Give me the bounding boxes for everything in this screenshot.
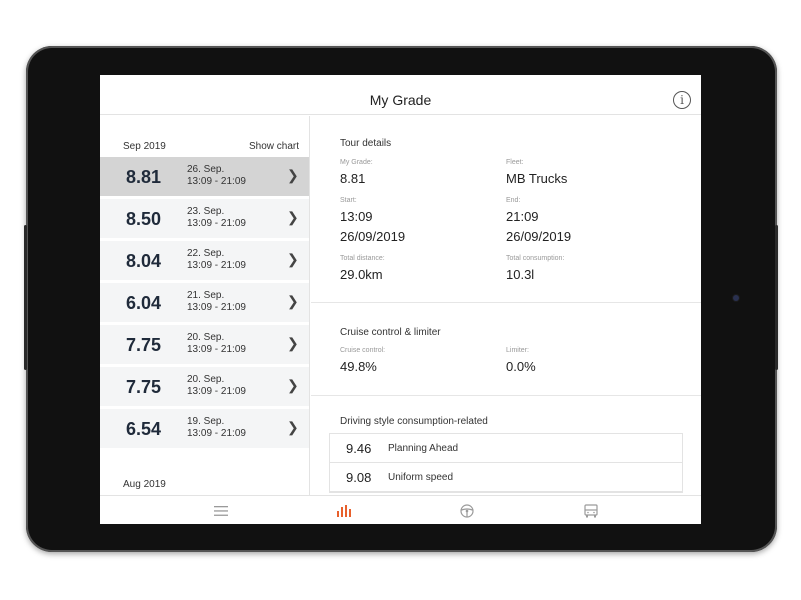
- tour-date: 22. Sep. 13:09 - 21:09: [187, 248, 246, 271]
- consumption-label: Total consumption:: [506, 255, 565, 262]
- tour-date: 26. Sep. 13:09 - 21:09: [187, 164, 246, 187]
- month-header: Aug 2019: [100, 472, 309, 495]
- start-date: 26/09/2019: [340, 229, 406, 244]
- driving-style-value: 9.46: [346, 441, 372, 456]
- tour-date: 20. Sep. 13:09 - 21:09: [187, 374, 246, 397]
- tour-row[interactable]: 8.50 23. Sep. 13:09 - 21:09 ❯: [100, 199, 309, 238]
- cruise-control-value: 49.8%: [340, 359, 377, 374]
- tour-details-panel: Tour details My Grade: 8.81 Fleet: MB Tr…: [311, 116, 701, 495]
- truck-icon: [584, 503, 598, 517]
- steering-wheel-icon: [460, 503, 474, 518]
- limiter-value: 0.0%: [506, 359, 536, 374]
- app-bar: My Grade i: [100, 75, 701, 115]
- chevron-right-icon: ❯: [287, 293, 299, 309]
- tour-grade: 7.75: [126, 335, 162, 355]
- camera-icon: [733, 295, 739, 301]
- consumption-value: 10.3l: [506, 267, 535, 282]
- tour-row[interactable]: 7.75 20. Sep. 13:09 - 21:09 ❯: [100, 325, 309, 364]
- tour-details-title: Tour details: [340, 138, 392, 149]
- page-title: My Grade: [369, 92, 432, 108]
- tablet-side-button: [24, 225, 27, 370]
- month-label: Aug 2019: [123, 479, 166, 490]
- driving-style-label: Planning Ahead: [388, 443, 459, 454]
- distance-label: Total distance:: [340, 255, 385, 262]
- tour-row[interactable]: 8.81 26. Sep. 13:09 - 21:09 ❯: [100, 157, 309, 196]
- tour-grade: 8.50: [126, 209, 162, 229]
- grade-value: 8.81: [340, 171, 366, 186]
- end-label: End:: [506, 197, 521, 204]
- driving-style-value: 9.08: [346, 470, 372, 485]
- month-header: Sep 2019 Show chart: [100, 134, 309, 158]
- tour-row[interactable]: 8.04 22. Sep. 13:09 - 21:09 ❯: [100, 241, 309, 280]
- cruise-title: Cruise control & limiter: [340, 327, 441, 338]
- driving-style-title: Driving style consumption-related: [340, 416, 488, 427]
- tour-grade: 7.75: [126, 377, 162, 397]
- info-icon[interactable]: i: [673, 91, 691, 109]
- tour-row[interactable]: 6.04 21. Sep. 13:09 - 21:09 ❯: [100, 283, 309, 322]
- fleet-value: MB Trucks: [506, 171, 568, 186]
- nav-vehicle[interactable]: [516, 496, 666, 524]
- tour-row[interactable]: 7.75 20. Sep. 13:09 - 21:09 ❯: [100, 367, 309, 406]
- chevron-right-icon: ❯: [287, 251, 299, 267]
- end-time: 21:09: [506, 209, 539, 224]
- driving-style-label: Uniform speed: [388, 472, 454, 483]
- menu-icon: [214, 505, 228, 516]
- chevron-right-icon: ❯: [287, 335, 299, 351]
- show-chart-link[interactable]: Show chart: [248, 141, 299, 152]
- bar-chart-icon: [337, 504, 351, 517]
- fleet-label: Fleet:: [506, 159, 524, 166]
- tour-row[interactable]: 6.54 19. Sep. 13:09 - 21:09 ❯: [100, 409, 309, 448]
- tour-date: 19. Sep. 13:09 - 21:09: [187, 416, 246, 439]
- start-time: 13:09: [340, 209, 373, 224]
- chevron-right-icon: ❯: [287, 377, 299, 393]
- end-date: 26/09/2019: [506, 229, 572, 244]
- table-row[interactable]: 9.46 Planning Ahead: [330, 434, 682, 463]
- tour-grade: 8.04: [126, 251, 162, 271]
- chevron-right-icon: ❯: [287, 167, 299, 183]
- nav-grades[interactable]: [269, 496, 419, 524]
- tablet-side-button: [775, 225, 778, 370]
- driving-style-table: 9.46 Planning Ahead 9.08 Uniform speed: [329, 433, 683, 493]
- limiter-label: Limiter:: [506, 347, 529, 354]
- bottom-nav: [100, 495, 701, 524]
- distance-value: 29.0km: [340, 267, 383, 282]
- nav-menu[interactable]: [146, 496, 296, 524]
- tour-grade: 6.04: [126, 293, 162, 313]
- tour-date: 20. Sep. 13:09 - 21:09: [187, 332, 246, 355]
- divider: [311, 302, 701, 303]
- tour-list[interactable]: Sep 2019 Show chart 8.81 26. Sep. 13:09 -…: [100, 116, 310, 495]
- grade-label: My Grade:: [340, 159, 373, 166]
- chevron-right-icon: ❯: [287, 209, 299, 225]
- table-row[interactable]: 9.08 Uniform speed: [330, 463, 682, 492]
- month-label: Sep 2019: [123, 141, 166, 152]
- start-label: Start:: [340, 197, 357, 204]
- divider: [311, 395, 701, 396]
- tour-grade: 8.81: [126, 167, 162, 187]
- cruise-control-label: Cruise control:: [340, 347, 386, 354]
- app-screen: My Grade i Sep 2019 Show chart 8.81 26. …: [100, 75, 701, 524]
- tour-grade: 6.54: [126, 419, 162, 439]
- nav-driving[interactable]: [392, 496, 542, 524]
- tour-date: 21. Sep. 13:09 - 21:09: [187, 290, 246, 313]
- chevron-right-icon: ❯: [287, 419, 299, 435]
- tour-date: 23. Sep. 13:09 - 21:09: [187, 206, 246, 229]
